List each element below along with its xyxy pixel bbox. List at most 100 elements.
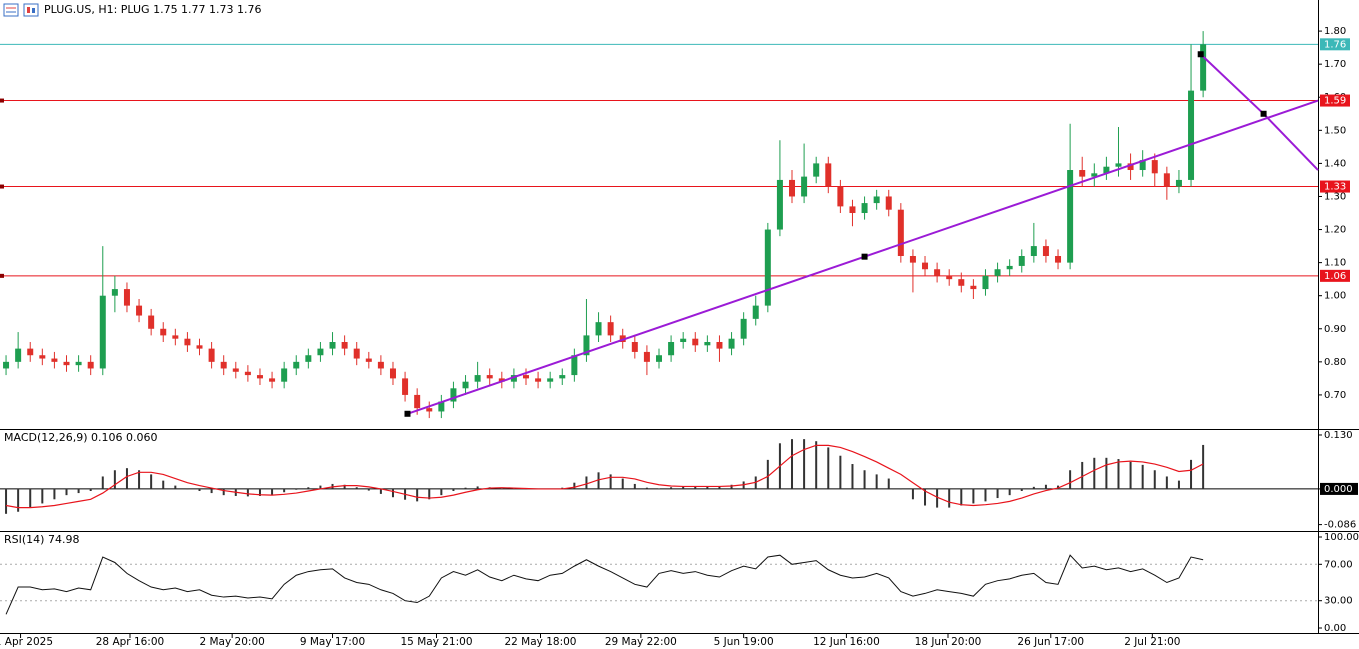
candle-body xyxy=(1006,265,1013,270)
trendline-anchor xyxy=(1197,51,1204,58)
macd-bar xyxy=(295,488,298,490)
icon-bar xyxy=(27,7,30,13)
y-tick-label: 1.00 xyxy=(1324,291,1346,302)
macd-bar xyxy=(609,474,612,489)
macd-bar xyxy=(77,488,80,494)
y-tick-label: 70.00 xyxy=(1324,559,1353,570)
candle-body xyxy=(1151,160,1158,174)
candle-body xyxy=(148,315,155,329)
y-tick-label: 1.20 xyxy=(1324,225,1346,236)
macd-bar xyxy=(355,487,358,489)
macd-bar xyxy=(899,488,902,490)
macd-bar xyxy=(815,441,818,489)
x-tick-label: 15 May 21:00 xyxy=(401,636,473,648)
macd-bar xyxy=(1044,484,1047,489)
candle-body xyxy=(438,401,445,412)
macd-bar xyxy=(391,488,394,498)
candle-body xyxy=(1188,90,1195,180)
candle-body xyxy=(510,375,517,382)
macd-bar xyxy=(1081,461,1084,489)
candle-body xyxy=(305,355,312,362)
macd-bar xyxy=(246,488,249,497)
macd-bar xyxy=(766,459,769,489)
candle-body xyxy=(474,375,481,382)
y-tick-label: 30.00 xyxy=(1324,596,1353,607)
candle-body xyxy=(1067,170,1074,263)
candle-body xyxy=(801,176,808,197)
candle-body xyxy=(861,203,868,214)
y-tick-label: 1.30 xyxy=(1324,191,1346,202)
price-level-box xyxy=(1320,94,1350,107)
macd-bar xyxy=(936,488,939,508)
candle-body xyxy=(982,275,989,290)
candle-body xyxy=(1200,44,1207,91)
candle-body xyxy=(535,378,542,382)
candle-body xyxy=(547,378,554,382)
y-tick-label: 100.00 xyxy=(1324,532,1359,543)
y-tick-label: 0.130 xyxy=(1324,430,1353,441)
macd-bar xyxy=(911,488,914,500)
macd-bar xyxy=(343,484,346,489)
y-tick-label: 1.40 xyxy=(1324,158,1346,169)
macd-bar xyxy=(319,485,322,489)
candle-body xyxy=(1163,173,1170,187)
candle-body xyxy=(825,163,832,187)
macd-bar xyxy=(597,472,600,489)
x-tick-label: 18 Jun 20:00 xyxy=(915,636,982,648)
macd-bar xyxy=(887,478,890,489)
macd-bar xyxy=(621,478,624,489)
candle-body xyxy=(498,378,505,382)
candle-body xyxy=(172,335,179,339)
price-level-box xyxy=(1320,269,1350,282)
macd-bar xyxy=(283,488,286,493)
macd-bar xyxy=(960,488,963,506)
candle-body xyxy=(1042,246,1049,257)
candle-body xyxy=(740,318,747,339)
y-tick-label: 0.90 xyxy=(1324,324,1346,335)
macd-bar xyxy=(210,488,213,494)
macd-bar xyxy=(428,488,431,500)
candle-body xyxy=(619,335,626,343)
candle-body xyxy=(1091,173,1098,177)
price-level-label: 1.76 xyxy=(1324,39,1346,50)
candle-body xyxy=(716,342,723,349)
candle-body xyxy=(571,355,578,376)
y-tick-label: -0.086 xyxy=(1324,520,1356,531)
macd-bar xyxy=(827,447,830,489)
macd-bar xyxy=(41,488,44,504)
macd-bar xyxy=(682,486,685,489)
level-anchor xyxy=(0,184,4,189)
x-tick-label: 2 Jul 21:00 xyxy=(1124,636,1180,648)
rsi-title: RSI(14) 74.98 xyxy=(4,533,79,546)
candle-body xyxy=(1055,256,1062,263)
candle-body xyxy=(692,338,699,346)
candle-body xyxy=(450,388,457,402)
icon xyxy=(3,3,19,17)
macd-bar xyxy=(101,476,104,489)
macd-bar xyxy=(803,439,806,489)
candle-body xyxy=(1127,163,1134,171)
macd-bar xyxy=(658,488,660,490)
y-tick-label: 1.70 xyxy=(1324,59,1346,70)
macd-bar xyxy=(512,488,515,490)
candle-body xyxy=(317,348,324,356)
macd-bar xyxy=(1057,485,1060,489)
candle-body xyxy=(849,206,856,214)
candle-body xyxy=(123,289,130,306)
candle-body xyxy=(789,179,796,197)
candle-body xyxy=(595,322,602,336)
macd-bar xyxy=(53,488,56,500)
rsi-line xyxy=(5,554,1204,615)
candle-body xyxy=(3,361,10,369)
macd-bar xyxy=(17,488,20,512)
macd-bar xyxy=(1141,464,1144,489)
macd-bar xyxy=(198,488,201,491)
candle-body xyxy=(643,351,650,362)
macd-bar xyxy=(573,482,576,489)
candle-body xyxy=(922,262,929,270)
macd-bar xyxy=(1165,476,1168,489)
macd-bar xyxy=(875,474,878,489)
macd-bar xyxy=(1093,457,1096,489)
macd-bar xyxy=(996,488,999,499)
macd-bar xyxy=(162,480,165,489)
